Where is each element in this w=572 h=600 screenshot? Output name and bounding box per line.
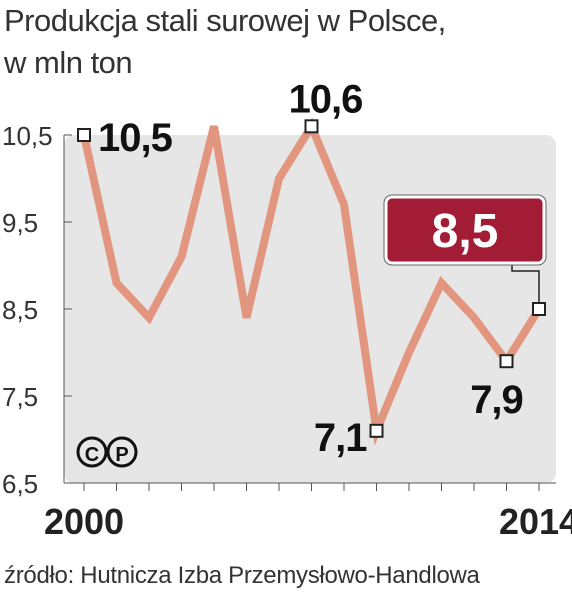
y-tick-label: 10,5 bbox=[2, 121, 53, 151]
highlight-box-outline bbox=[383, 194, 547, 266]
y-tick-label: 8,5 bbox=[2, 295, 38, 325]
line-chart: 10,5 9,5 8,5 7,5 6,5 2000 2014 10,5 10,6 7,1 7,9… bbox=[2, 77, 572, 542]
x-tick-label: 2014 bbox=[499, 501, 572, 542]
y-tick-label: 9,5 bbox=[2, 208, 38, 238]
phonogram-letter: P bbox=[115, 444, 128, 466]
data-point-marker bbox=[304, 119, 319, 134]
y-tick-label: 6,5 bbox=[2, 469, 38, 499]
copyright-letter: C bbox=[85, 444, 99, 466]
data-labels: 10,5 10,6 7,1 7,9 8,5 bbox=[98, 77, 547, 460]
source-note: źródło: Hutnicza Izba Przemysłowo-Handlo… bbox=[4, 562, 480, 589]
copyright-marks: C P bbox=[76, 436, 138, 468]
data-point-marker bbox=[532, 302, 546, 316]
y-axis-ticks: 10,5 9,5 8,5 7,5 6,5 bbox=[2, 121, 72, 499]
x-tick-label: 2000 bbox=[44, 501, 124, 542]
data-value-label: 7,9 bbox=[470, 378, 523, 422]
data-point-marker bbox=[77, 128, 91, 142]
data-value-label: 7,1 bbox=[314, 416, 367, 460]
copyright-circle: C bbox=[76, 436, 108, 468]
highlight-value-label: 8,5 bbox=[432, 205, 499, 258]
highlight-box bbox=[384, 195, 546, 265]
data-value-label: 10,5 bbox=[98, 116, 173, 160]
data-point-marker bbox=[369, 423, 384, 438]
y-tick-label: 7,5 bbox=[2, 382, 38, 412]
phonogram-circle: P bbox=[106, 436, 138, 468]
data-value-label: 10,6 bbox=[289, 77, 363, 121]
series-markers bbox=[77, 119, 546, 438]
chart-title-line-1: Produkcja stali surowej w Polsce, bbox=[4, 3, 446, 38]
chart-title-line-2: w mln ton bbox=[4, 45, 133, 80]
data-point-marker bbox=[499, 354, 514, 369]
x-axis-ticks: 2000 2014 bbox=[44, 483, 572, 542]
highlight-connector bbox=[511, 263, 540, 303]
chart-title: Produkcja stali surowej w Polsce, w mln … bbox=[4, 2, 446, 82]
